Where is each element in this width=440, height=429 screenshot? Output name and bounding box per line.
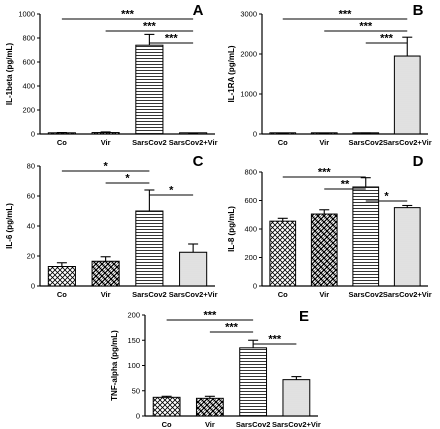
y-tick-label: 0 [253,130,257,139]
y-axis-label: IL-8 (pg/mL) [227,206,236,252]
significance-label: * [125,173,130,185]
significance-label: *** [359,21,373,33]
y-axis-label: TNF-alpha (pg/mL) [110,330,119,401]
significance-label: *** [143,21,157,33]
y-tick-label: 150 [127,336,140,345]
panel-e: 0 50 100 150 200 TNF-alpha (pg/mL) Co Vir SarsCo… [110,308,321,429]
y-tick-label: 600 [244,196,257,205]
panel-letter: A [193,2,204,19]
bar-sarscov2-vir [282,379,311,417]
y-axis-label: IL-1RA (pg/mL) [227,45,236,102]
y-tick-label: 800 [22,34,35,43]
bar-sarscov2 [352,186,380,287]
x-category-label: Co [57,138,67,147]
x-category-label: SarsCov2 [236,420,271,429]
y-axis-label: IL-6 (pg/mL) [5,203,14,249]
x-category-label: SarsCov2 [348,290,383,299]
panel-d: 0 200 400 600 800 IL-8 (pg/mL) Co Vir SarsCov2 Sa… [227,153,432,299]
y-tick-label: 50 [132,386,140,395]
significance-label: *** [165,33,179,45]
bar-vir [310,213,338,287]
y-tick-label: 400 [22,82,35,91]
x-category-label: Co [278,138,288,147]
bar-co [152,396,181,417]
y-tick-label: 0 [136,412,140,421]
significance-label: * [103,161,108,173]
panel-c: 0 20 40 60 80 IL-6 (pg/mL) Co Vir SarsCov2 SarsCo… [5,153,218,299]
x-category-label: Vir [101,138,111,147]
x-category-label: SarsCov2+Vir [169,138,218,147]
panel-letter: D [413,153,424,170]
x-category-label: Vir [319,290,329,299]
bar-sarscov2 [239,347,268,417]
panel-letter: B [413,2,424,19]
significance-label: * [384,191,389,203]
y-tick-label: 1000 [18,10,35,19]
bar-sarscov2-vir [393,207,421,287]
x-category-label: SarsCov2+Vir [169,290,218,299]
panel-b: 0 1000 2000 3000 IL-1RA (pg/mL) Co Vir SarsCov2… [227,2,432,147]
y-tick-label: 200 [22,106,35,115]
panel-letter: C [193,153,204,170]
x-category-label: Co [57,290,67,299]
y-tick-label: 200 [244,253,257,262]
bar-co [269,220,297,287]
significance-label: *** [380,33,394,45]
panel-letter: E [299,308,309,325]
x-category-label: SarsCov2+Vir [272,420,321,429]
significance-label: * [169,185,174,197]
significance-label: *** [318,167,332,179]
significance-label: *** [121,9,135,21]
x-category-label: Vir [205,420,215,429]
bar-sarscov2-vir [179,251,208,287]
significance-label: *** [339,9,353,21]
y-tick-label: 0 [31,282,35,291]
bar-sarscov2-vir [393,55,421,135]
y-tick-label: 2000 [240,50,257,59]
bar-vir [91,260,120,287]
y-tick-label: 1000 [240,90,257,99]
panel-a: 0 200 400 600 800 1000 IL-1beta (pg/mL) Co Vir Sa… [5,2,218,147]
y-tick-label: 0 [253,282,257,291]
y-tick-label: 100 [127,361,140,370]
y-tick-label: 0 [31,130,35,139]
y-tick-label: 60 [27,192,35,201]
x-category-label: SarsCov2+Vir [383,138,432,147]
significance-label: *** [225,322,239,334]
y-tick-label: 20 [27,252,35,261]
bar-vir [91,132,120,135]
bar-co [47,266,76,287]
x-category-label: Co [278,290,288,299]
x-category-label: Vir [319,138,329,147]
x-category-label: SarsCov2+Vir [383,290,432,299]
bar-sarscov2 [135,44,164,135]
bar-vir [195,397,224,417]
y-tick-label: 3000 [240,10,257,19]
y-tick-label: 40 [27,222,35,231]
y-tick-label: 600 [22,58,35,67]
significance-label: *** [203,310,217,322]
significance-label: *** [268,334,282,346]
significance-label: ** [341,179,350,191]
x-category-label: SarsCov2 [132,290,167,299]
y-axis-label: IL-1beta (pg/mL) [5,43,14,106]
y-tick-label: 400 [244,225,257,234]
y-tick-label: 800 [244,168,257,177]
y-tick-label: 200 [127,311,140,320]
x-category-label: Vir [101,290,111,299]
x-category-label: SarsCov2 [132,138,167,147]
x-category-label: SarsCov2 [348,138,383,147]
y-tick-label: 80 [27,162,35,171]
bar-sarscov2 [135,210,164,287]
x-category-label: Co [162,420,172,429]
